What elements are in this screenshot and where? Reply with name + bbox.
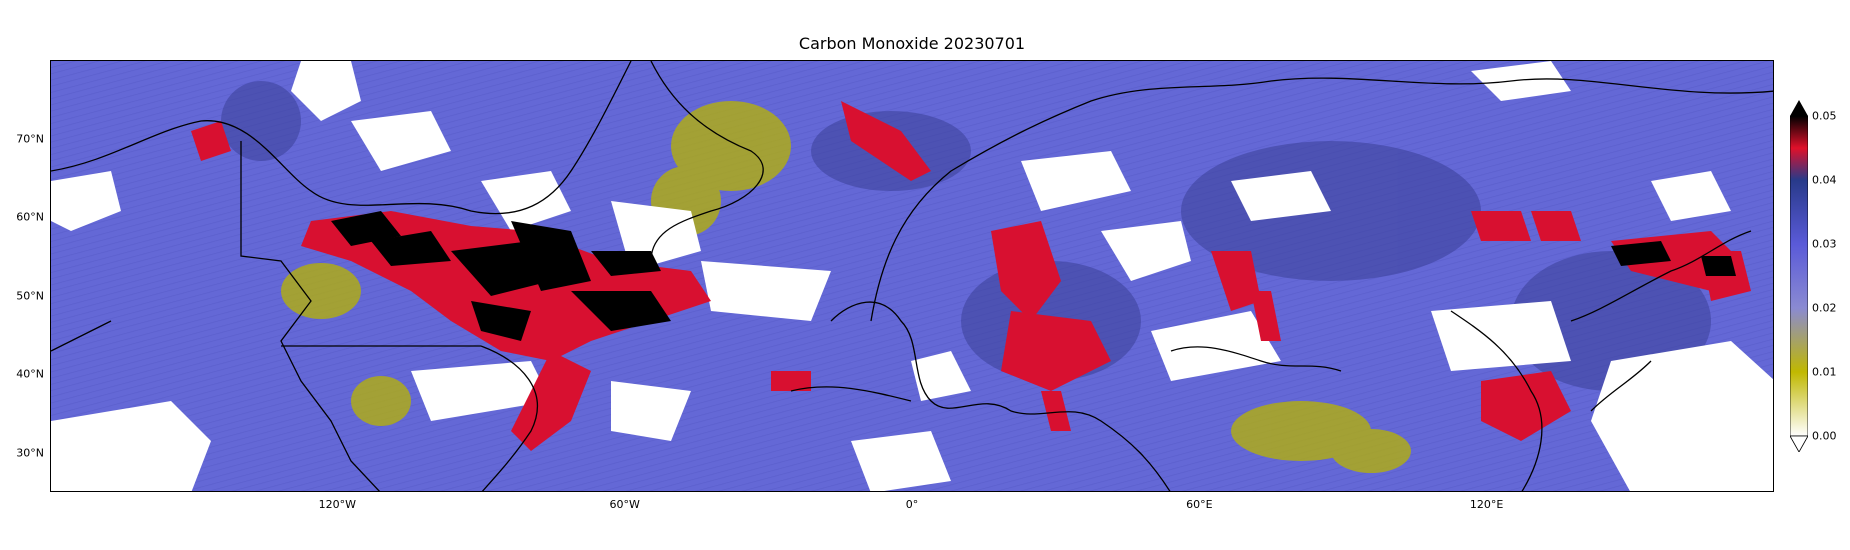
map-canvas [51, 61, 1773, 491]
colorbar-tick-label: 0.00 [1812, 429, 1837, 443]
colorbar-tick-label: 0.02 [1812, 301, 1837, 315]
colorbar-tick-label: 0.05 [1812, 109, 1837, 123]
lon-tick-label: 60°W [609, 498, 640, 511]
lat-tick-label: 50°N [16, 289, 44, 303]
coastlines [51, 61, 1773, 491]
colorbar-tick-label: 0.03 [1812, 237, 1837, 251]
colorbar-extend-min [1790, 435, 1808, 452]
lat-tick-label: 40°N [16, 367, 44, 381]
map-area [50, 60, 1774, 492]
lat-tick-label: 60°N [16, 210, 44, 224]
lat-tick-label: 30°N [16, 446, 44, 460]
lon-tick-label: 120°W [318, 498, 357, 511]
colorbar-tick-label: 0.01 [1812, 365, 1837, 379]
lon-tick-label: 120°E [1469, 498, 1504, 511]
colorbar-gradient [1790, 115, 1808, 437]
lon-tick-label: 60°E [1186, 498, 1213, 511]
lat-tick-label: 70°N [16, 132, 44, 146]
colorbar-tick-label: 0.04 [1812, 173, 1837, 187]
colorbar-extend-max [1790, 100, 1808, 116]
lon-tick-label: 0° [905, 498, 919, 511]
colorbar [1790, 100, 1808, 452]
map-title: Carbon Monoxide 20230701 [798, 34, 1026, 53]
no-data-regions [51, 61, 1773, 491]
extreme-co-regions [331, 211, 1736, 341]
